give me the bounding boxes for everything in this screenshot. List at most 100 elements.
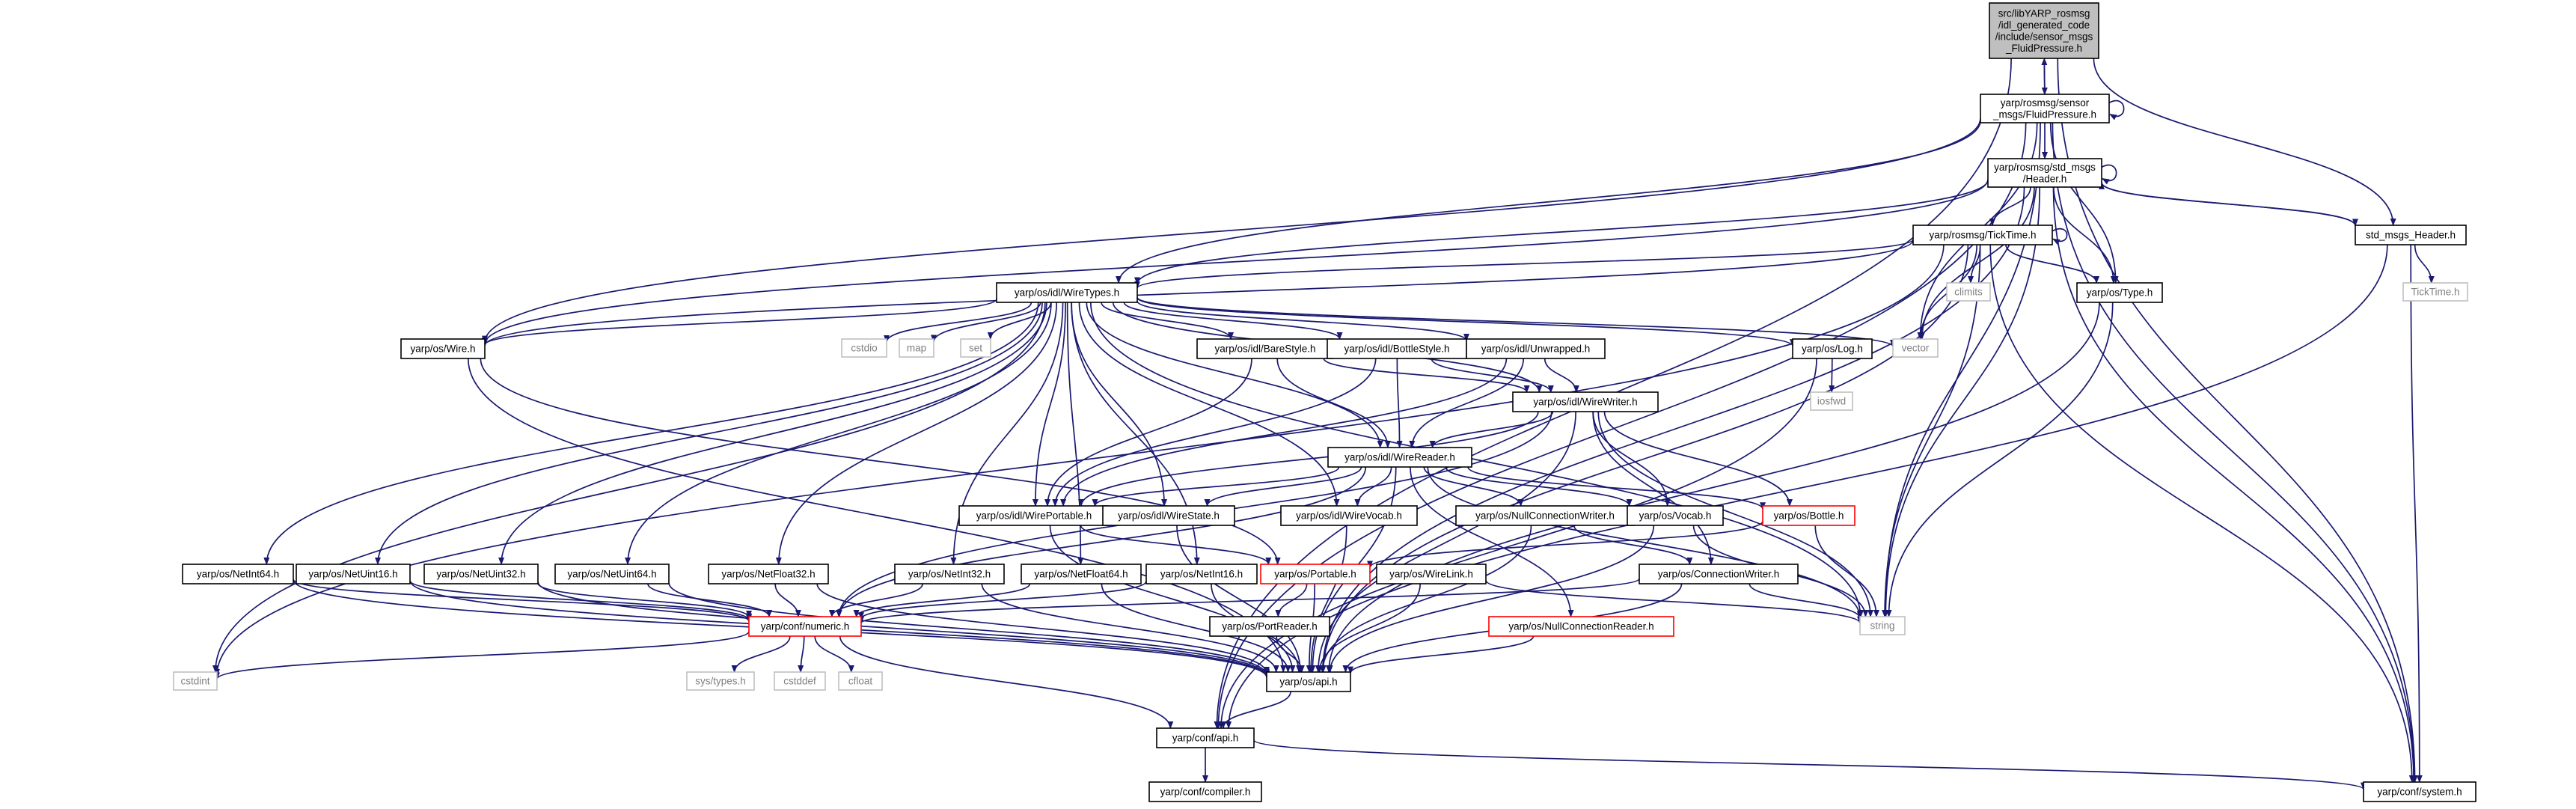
node-label: yarp/conf/numeric.h bbox=[761, 621, 850, 632]
edge-wirereader-to-nullconnreader bbox=[1410, 466, 1574, 617]
node-label: cstddef bbox=[783, 676, 816, 687]
edge-connwriter-to-numeric bbox=[858, 578, 1640, 624]
node-box bbox=[2355, 225, 2467, 245]
node-system[interactable]: yarp/conf/system.h bbox=[2363, 781, 2476, 802]
edge-netuint64-to-osapi bbox=[668, 582, 1270, 677]
edge-barestyle-to-wirewriter bbox=[1323, 358, 1530, 393]
node-label: yarp/os/idl/WireReader.h bbox=[1344, 452, 1455, 463]
node-label: TickTime.h bbox=[2411, 287, 2459, 298]
node-label: _msgs/FluidPressure.h bbox=[1992, 109, 2096, 120]
edge-wiretypes-to-map bbox=[931, 302, 1041, 343]
node-wirelink[interactable]: yarp/os/WireLink.h bbox=[1376, 564, 1487, 584]
node-wirestate[interactable]: yarp/os/idl/WireState.h bbox=[1102, 505, 1235, 526]
node-root[interactable]: src/libYARP_rosmsg/idl_generated_code/in… bbox=[1989, 2, 2099, 59]
edge-bottle-to-portable bbox=[1367, 520, 1763, 569]
node-netuint16[interactable]: yarp/os/NetUint16.h bbox=[296, 564, 411, 584]
node-box bbox=[899, 338, 934, 358]
edge-wirelink-to-string bbox=[1485, 579, 1863, 624]
node-label: yarp/os/Portable.h bbox=[1274, 569, 1356, 580]
node-wirewriter[interactable]: yarp/os/idl/WireWriter.h bbox=[1512, 391, 1659, 412]
node-box bbox=[748, 616, 862, 637]
node-nullconnreader[interactable]: yarp/os/NullConnectionReader.h bbox=[1488, 616, 1674, 637]
node-label: yarp/os/idl/WireState.h bbox=[1118, 510, 1220, 522]
edge-wiretypes-to-set bbox=[987, 302, 1052, 340]
node-box bbox=[296, 564, 411, 584]
node-bottlestyle[interactable]: yarp/os/idl/BottleStyle.h bbox=[1327, 338, 1467, 359]
node-box bbox=[1810, 391, 1853, 411]
node-wirereader[interactable]: yarp/os/idl/WireReader.h bbox=[1327, 447, 1472, 468]
edge-wiretypes-to-cstdio bbox=[884, 302, 1032, 343]
node-box bbox=[774, 671, 826, 691]
node-fluid[interactable]: yarp/rosmsg/sensor_msgs/FluidPressure.h bbox=[1980, 94, 2110, 123]
edge-stdheader-to-stdheader bbox=[2101, 164, 2117, 185]
node-box bbox=[2076, 282, 2163, 303]
edge-fluid-to-fluid bbox=[2108, 100, 2125, 120]
node-label: yarp/os/NetInt32.h bbox=[908, 569, 991, 580]
node-barestyle[interactable]: yarp/os/idl/BareStyle.h bbox=[1196, 338, 1334, 359]
node-wireportable[interactable]: yarp/os/idl/WirePortable.h bbox=[958, 505, 1110, 526]
node-label: yarp/os/idl/Unwrapped.h bbox=[1481, 344, 1591, 355]
node-box bbox=[958, 505, 1110, 526]
node-box bbox=[1912, 225, 2053, 245]
node-netint32[interactable]: yarp/os/NetInt32.h bbox=[894, 564, 1005, 584]
node-netint64[interactable]: yarp/os/NetInt64.h bbox=[182, 564, 294, 584]
node-label: yarp/rosmsg/std_msgs bbox=[1994, 162, 2096, 173]
node-box bbox=[1021, 564, 1142, 584]
edge-bottlestyle-to-wireportable bbox=[1052, 358, 1377, 507]
node-label: /idl_generated_code bbox=[1998, 19, 2090, 31]
edge-wiretypes-to-wirevocab bbox=[1078, 302, 1340, 507]
node-box bbox=[841, 338, 887, 358]
edge-nullconnwriter-to-osapi bbox=[1319, 525, 1532, 673]
edge-ticktime-to-ticktime bbox=[2052, 228, 2068, 245]
node-confapi[interactable]: yarp/conf/api.h bbox=[1156, 727, 1255, 748]
edge-stdmsgs-to-system bbox=[2410, 244, 2423, 783]
node-netuint32[interactable]: yarp/os/NetUint32.h bbox=[423, 564, 539, 584]
node-ticktime[interactable]: yarp/rosmsg/TickTime.h bbox=[1912, 225, 2053, 245]
node-box bbox=[838, 671, 883, 691]
node-label: sys/types.h bbox=[695, 676, 746, 687]
node-box bbox=[182, 564, 294, 584]
node-compiler[interactable]: yarp/conf/compiler.h bbox=[1148, 781, 1262, 802]
node-label: yarp/os/NetFloat64.h bbox=[1034, 569, 1128, 580]
node-label: std_msgs_Header.h bbox=[2366, 230, 2456, 241]
node-stdmsgs[interactable]: std_msgs_Header.h bbox=[2355, 225, 2467, 245]
node-label: /include/sensor_msgs bbox=[1995, 31, 2093, 42]
edge-log-to-confapi bbox=[1217, 358, 1817, 729]
node-netfloat64[interactable]: yarp/os/NetFloat64.h bbox=[1021, 564, 1142, 584]
edge-wirestate-to-osapi bbox=[1176, 525, 1304, 673]
node-wiretypes[interactable]: yarp/os/idl/WireTypes.h bbox=[996, 282, 1138, 303]
edge-wiretypes-to-string bbox=[1089, 302, 1864, 617]
node-type[interactable]: yarp/os/Type.h bbox=[2076, 282, 2163, 303]
edge-unwrapped-to-wireportable bbox=[1060, 358, 1508, 507]
edge-netfloat32-to-numeric bbox=[774, 583, 801, 617]
node-connwriter[interactable]: yarp/os/ConnectionWriter.h bbox=[1639, 564, 1799, 584]
node-netuint64[interactable]: yarp/os/NetUint64.h bbox=[554, 564, 670, 584]
node-nullconnwriter[interactable]: yarp/os/NullConnectionWriter.h bbox=[1455, 505, 1635, 526]
node-label: iosfwd bbox=[1817, 396, 1846, 407]
node-bottle[interactable]: yarp/os/Bottle.h bbox=[1762, 505, 1855, 526]
node-unwrapped[interactable]: yarp/os/idl/Unwrapped.h bbox=[1466, 338, 1606, 359]
node-box bbox=[2363, 781, 2476, 802]
node-numeric[interactable]: yarp/conf/numeric.h bbox=[748, 616, 862, 637]
node-wire[interactable]: yarp/os/Wire.h bbox=[400, 338, 486, 359]
edge-barestyle-to-wirereader bbox=[1276, 358, 1391, 448]
edge-numeric-to-cfloat bbox=[814, 635, 854, 673]
node-netint16[interactable]: yarp/os/NetInt16.h bbox=[1145, 564, 1258, 584]
node-label: yarp/os/NetUint64.h bbox=[567, 569, 656, 580]
edge-root-to-system bbox=[2057, 58, 2418, 783]
node-portreader[interactable]: yarp/os/PortReader.h bbox=[1209, 616, 1330, 637]
node-wirevocab[interactable]: yarp/os/idl/WireVocab.h bbox=[1280, 505, 1418, 526]
edge-stdheader-to-type bbox=[2053, 186, 2117, 284]
edge-netfloat64-to-osapi bbox=[1101, 583, 1291, 673]
edge-netuint16-to-numeric bbox=[409, 580, 752, 621]
edge-wirewriter-to-bottle bbox=[1603, 411, 1793, 507]
node-log[interactable]: yarp/os/Log.h bbox=[1792, 338, 1873, 359]
edge-netint16-to-numeric bbox=[858, 581, 1147, 620]
edge-wirewriter-to-vocab bbox=[1592, 411, 1671, 507]
node-stdheader[interactable]: yarp/rosmsg/std_msgs/Header.h bbox=[1987, 158, 2102, 188]
edge-wirereader-to-numeric bbox=[836, 466, 1367, 617]
node-vocab[interactable]: yarp/os/Vocab.h bbox=[1627, 505, 1724, 526]
node-portable[interactable]: yarp/os/Portable.h bbox=[1260, 564, 1371, 584]
node-netfloat32[interactable]: yarp/os/NetFloat32.h bbox=[708, 564, 829, 584]
node-osapi[interactable]: yarp/os/api.h bbox=[1266, 671, 1351, 692]
